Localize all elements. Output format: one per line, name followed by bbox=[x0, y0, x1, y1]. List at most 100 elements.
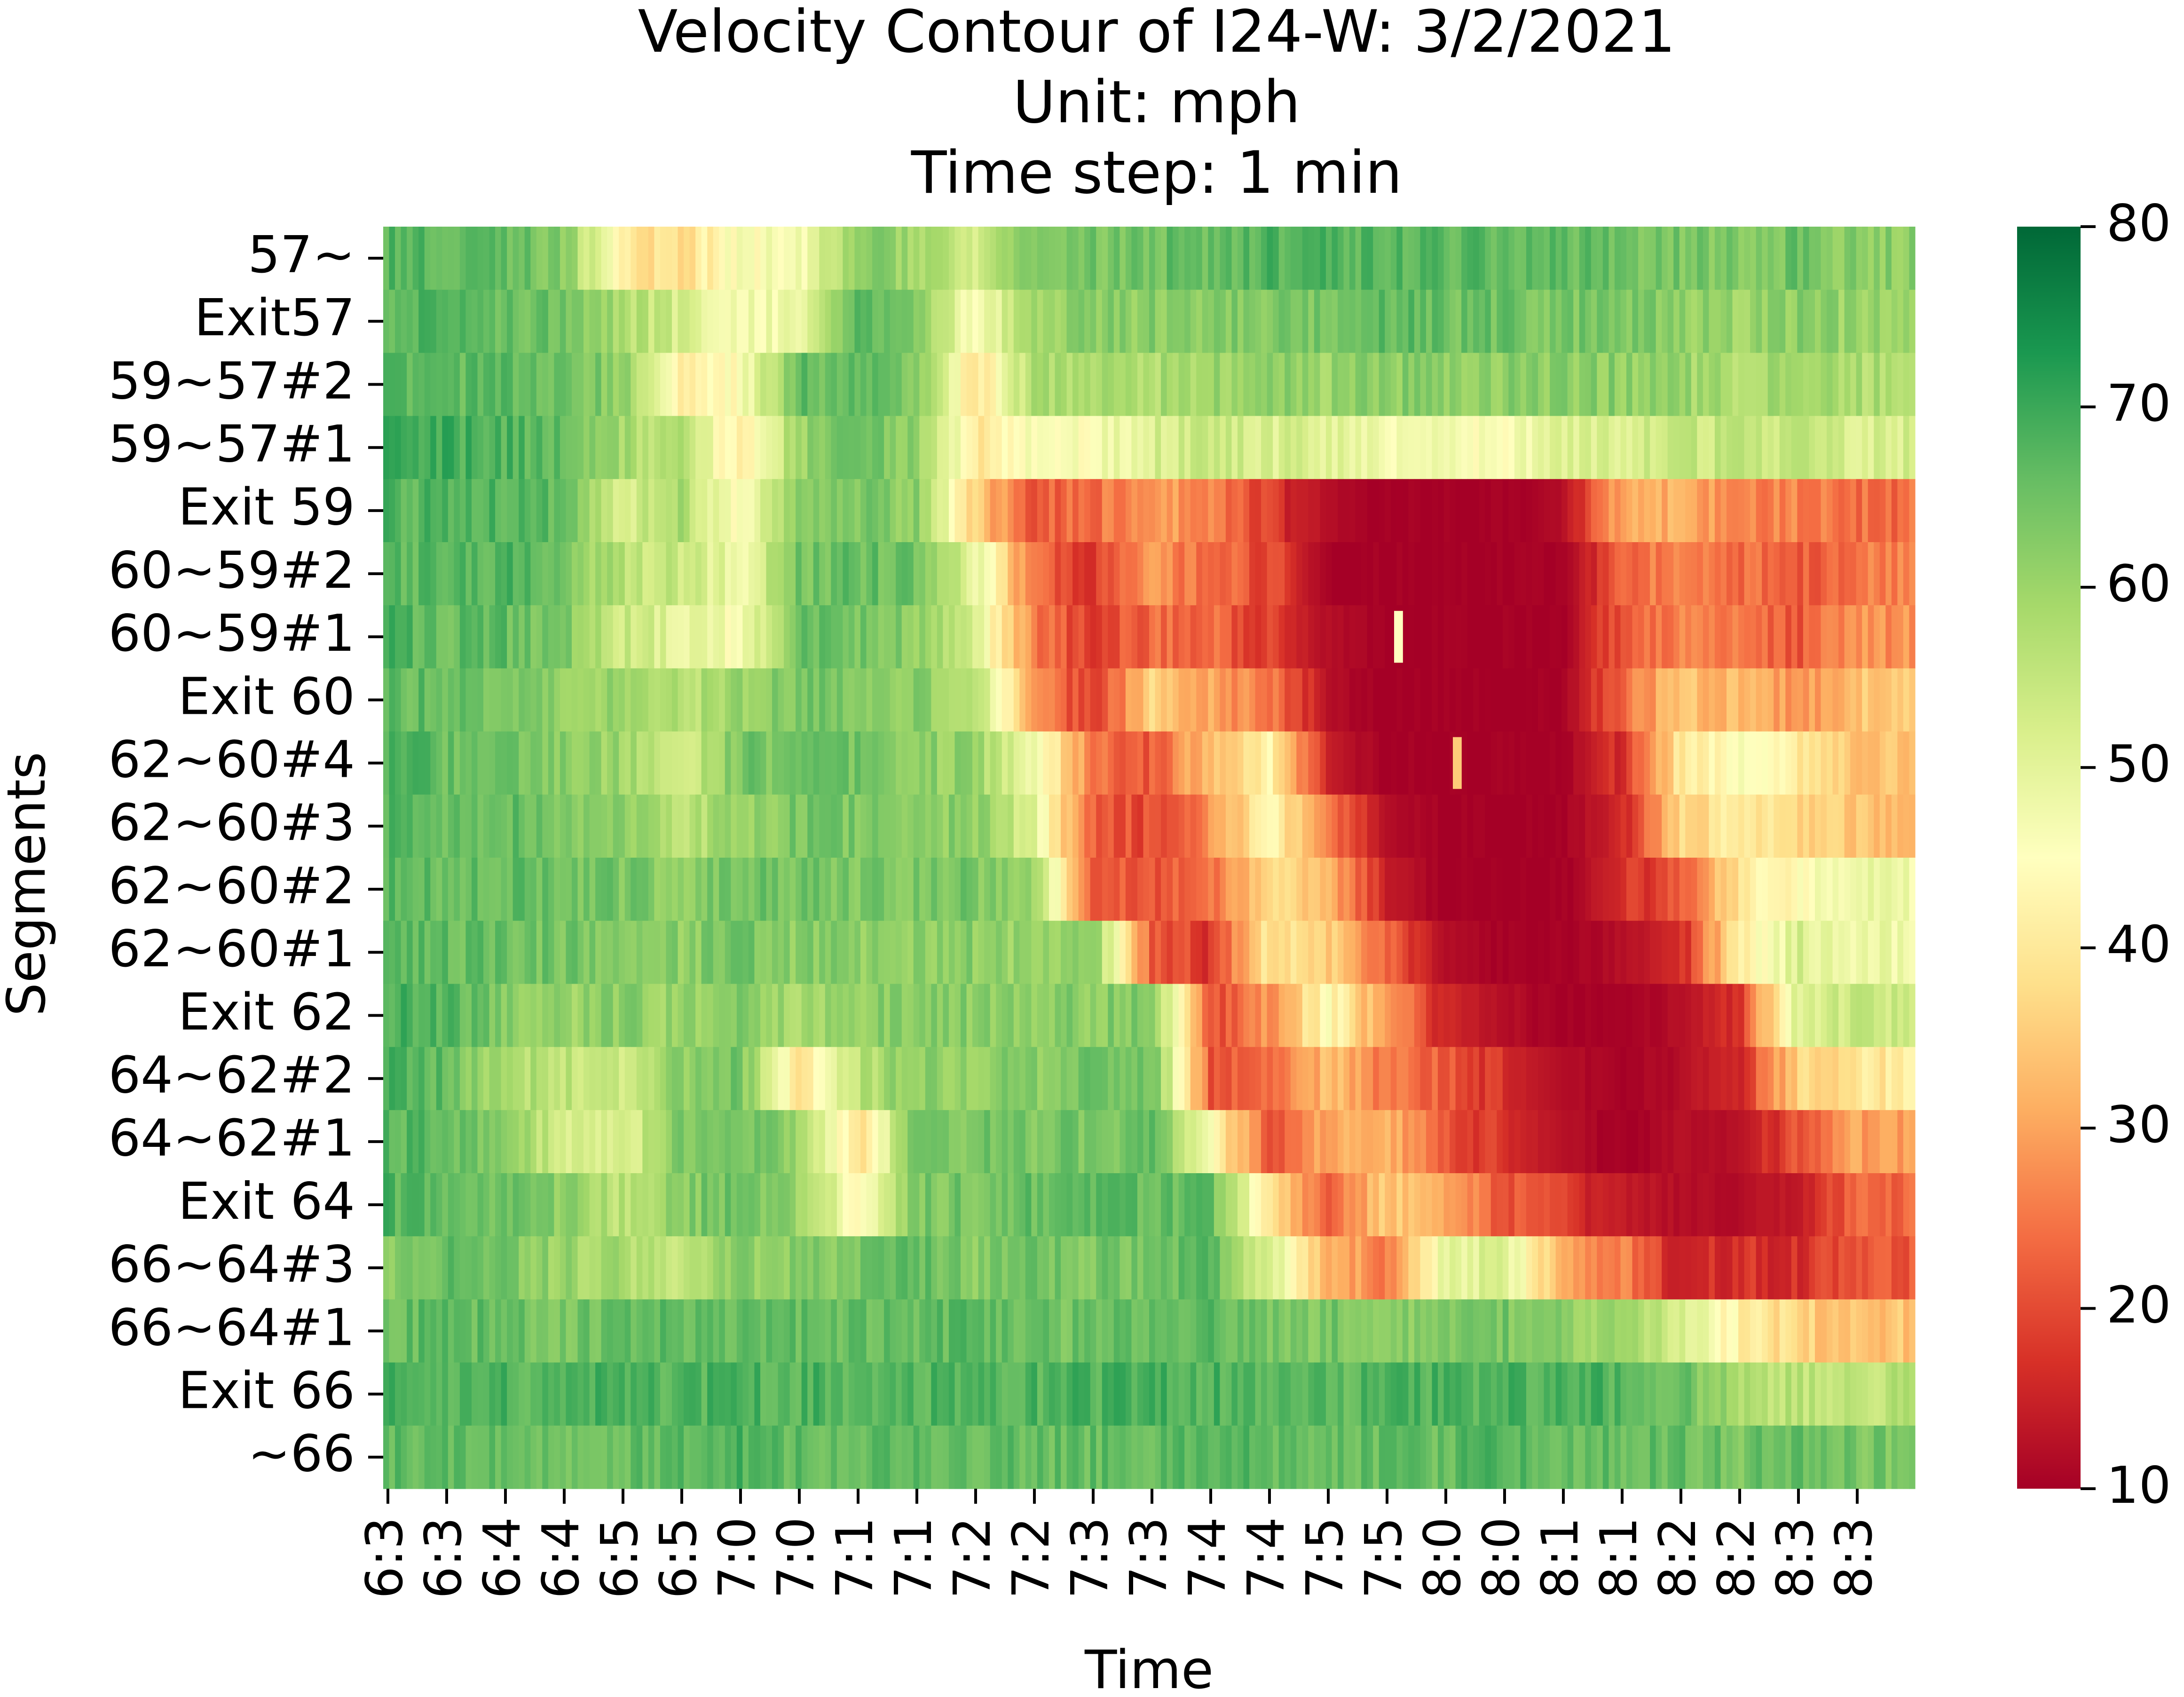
heatmap-cell bbox=[1602, 353, 1609, 417]
heatmap-cell bbox=[1055, 1173, 1061, 1237]
heatmap-cell bbox=[1762, 794, 1768, 858]
heatmap-cell bbox=[595, 416, 602, 480]
heatmap-cell bbox=[1891, 984, 1898, 1048]
heatmap-cell bbox=[412, 416, 419, 480]
heatmap-cell bbox=[1703, 290, 1710, 353]
heatmap-cell bbox=[972, 1110, 979, 1174]
heatmap-cell bbox=[566, 353, 572, 417]
heatmap-cell bbox=[1420, 1299, 1427, 1363]
heatmap-cell bbox=[1620, 1362, 1627, 1426]
heatmap-cell bbox=[1196, 1047, 1203, 1111]
heatmap-cell bbox=[519, 479, 525, 543]
heatmap-cell bbox=[760, 1362, 767, 1426]
heatmap-cell bbox=[672, 668, 678, 732]
heatmap-cell bbox=[919, 984, 926, 1048]
heatmap-cell bbox=[1267, 794, 1273, 858]
heatmap-cell bbox=[430, 1236, 437, 1300]
heatmap-cell bbox=[1691, 794, 1697, 858]
heatmap-cell bbox=[919, 605, 926, 669]
heatmap-cell bbox=[1255, 479, 1262, 543]
heatmap-cell bbox=[1202, 858, 1208, 921]
heatmap-cell bbox=[459, 1236, 466, 1300]
heatmap-cell bbox=[566, 416, 572, 480]
heatmap-cell bbox=[1337, 1173, 1344, 1237]
heatmap-cell bbox=[778, 794, 784, 858]
heatmap-cell bbox=[1249, 353, 1256, 417]
heatmap-cell bbox=[1608, 794, 1615, 858]
heatmap-cell bbox=[1750, 794, 1757, 858]
heatmap-cell bbox=[1779, 794, 1786, 858]
heatmap-cell bbox=[1514, 290, 1521, 353]
heatmap-cell bbox=[784, 479, 790, 543]
heatmap-cell bbox=[577, 416, 584, 480]
heatmap-cell bbox=[1709, 858, 1715, 921]
heatmap-cell bbox=[1850, 858, 1857, 921]
heatmap-cell bbox=[907, 984, 914, 1048]
heatmap-cell bbox=[813, 1362, 820, 1426]
heatmap-cell bbox=[424, 227, 431, 290]
heatmap-cell bbox=[1679, 794, 1686, 858]
heatmap-cell bbox=[595, 605, 602, 669]
heatmap-cell bbox=[1314, 605, 1320, 669]
heatmap-cell bbox=[583, 1362, 590, 1426]
heatmap-cell bbox=[1490, 227, 1497, 290]
heatmap-cell bbox=[713, 290, 719, 353]
heatmap-cell bbox=[978, 1047, 985, 1111]
heatmap-cell bbox=[1184, 353, 1191, 417]
heatmap-cell bbox=[1426, 668, 1433, 732]
heatmap-cell bbox=[1173, 227, 1179, 290]
heatmap-cell bbox=[961, 1110, 967, 1174]
heatmap-cell bbox=[1267, 1236, 1273, 1300]
heatmap-cell bbox=[1756, 1110, 1762, 1174]
heatmap-cell bbox=[1267, 353, 1273, 417]
heatmap-cell bbox=[631, 542, 637, 606]
heatmap-cell bbox=[1585, 921, 1592, 984]
heatmap-cell bbox=[1479, 1236, 1485, 1300]
heatmap-cell bbox=[684, 668, 690, 732]
heatmap-cell bbox=[530, 794, 537, 858]
heatmap-cell bbox=[725, 1236, 731, 1300]
heatmap-cell bbox=[583, 794, 590, 858]
heatmap-cell bbox=[1567, 353, 1574, 417]
heatmap-cell bbox=[760, 794, 767, 858]
heatmap-cell bbox=[1821, 416, 1827, 480]
heatmap-cell bbox=[477, 290, 484, 353]
heatmap-cell bbox=[1349, 416, 1356, 480]
heatmap-cell bbox=[872, 1110, 879, 1174]
heatmap-cell bbox=[760, 1110, 767, 1174]
heatmap-cell bbox=[1196, 1173, 1203, 1237]
heatmap-cell bbox=[548, 1362, 554, 1426]
heatmap-cell bbox=[1544, 668, 1550, 732]
heatmap-cell bbox=[524, 1110, 531, 1174]
heatmap-cell bbox=[1473, 542, 1480, 606]
heatmap-cell bbox=[1325, 668, 1332, 732]
heatmap-cell bbox=[495, 984, 502, 1048]
heatmap-cell bbox=[1108, 416, 1114, 480]
heatmap-cell bbox=[1479, 1299, 1485, 1363]
heatmap-cell bbox=[701, 479, 708, 543]
heatmap-cell bbox=[1538, 731, 1545, 795]
heatmap-cell bbox=[424, 542, 431, 606]
heatmap-cell bbox=[1662, 921, 1668, 984]
heatmap-cell bbox=[1125, 794, 1132, 858]
heatmap-cell bbox=[695, 479, 702, 543]
heatmap-cell bbox=[807, 794, 814, 858]
heatmap-cell bbox=[507, 1299, 513, 1363]
heatmap-cell bbox=[766, 984, 773, 1048]
heatmap-cell bbox=[424, 668, 431, 732]
heatmap-cell bbox=[1779, 479, 1786, 543]
heatmap-cell bbox=[890, 858, 896, 921]
heatmap-cell bbox=[1396, 984, 1403, 1048]
heatmap-cell bbox=[654, 1110, 661, 1174]
heatmap-cell bbox=[589, 921, 596, 984]
heatmap-cell bbox=[383, 227, 390, 290]
heatmap-cell bbox=[1714, 479, 1721, 543]
heatmap-cell bbox=[613, 353, 619, 417]
heatmap-cell bbox=[1320, 416, 1326, 480]
heatmap-cell bbox=[1538, 1047, 1545, 1111]
heatmap-cell bbox=[1555, 858, 1562, 921]
heatmap-cell bbox=[1821, 1173, 1827, 1237]
heatmap-cell bbox=[1155, 794, 1161, 858]
heatmap-cell bbox=[784, 416, 790, 480]
heatmap-cell bbox=[1296, 921, 1303, 984]
